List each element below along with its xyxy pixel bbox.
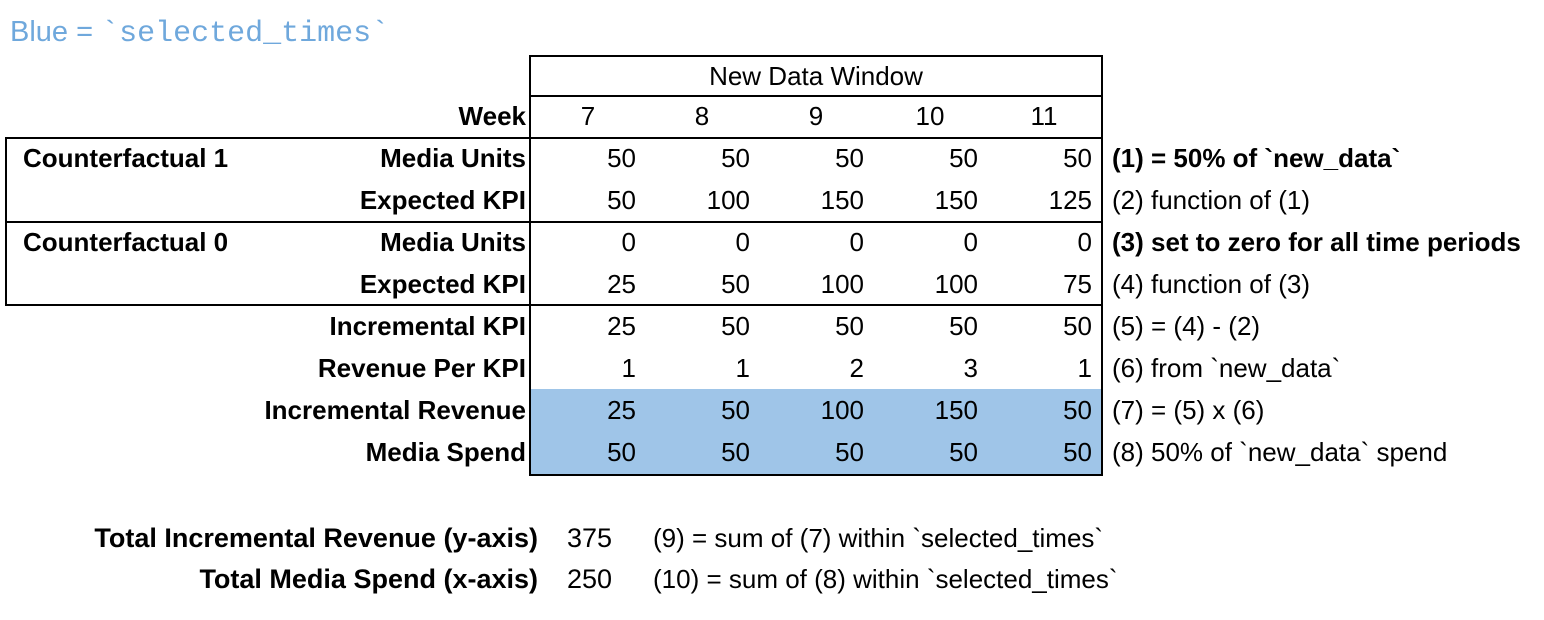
table-cell: 25	[607, 394, 636, 425]
week-cell: 10	[915, 100, 945, 131]
table-cell: 50	[1063, 310, 1092, 341]
row-note: (2) function of (1)	[1112, 184, 1310, 215]
table-cell: 100	[820, 394, 864, 425]
table-border-line	[1101, 55, 1103, 476]
table-cell: 100	[820, 268, 864, 299]
table-cell: 0	[1077, 226, 1092, 257]
table-cell: 0	[621, 226, 636, 257]
row-label: Incremental Revenue	[264, 394, 526, 425]
table-cell: 100	[934, 268, 978, 299]
table-cell: 50	[949, 142, 978, 173]
table-cell: 50	[607, 184, 636, 215]
table-cell: 50	[607, 436, 636, 467]
table-border-line	[529, 55, 531, 476]
table-cell: 25	[607, 268, 636, 299]
new-data-window-header: New Data Window	[709, 60, 923, 91]
table-cell: 50	[721, 268, 750, 299]
table-border-line	[5, 304, 1103, 306]
table-cell: 50	[949, 310, 978, 341]
table-row: 50 50 50 50 50	[531, 431, 1101, 473]
summary-label: Total Incremental Revenue (y-axis)	[94, 522, 538, 553]
table-cell: 50	[721, 310, 750, 341]
week-cell: 9	[808, 100, 824, 131]
table-cell: 50	[721, 436, 750, 467]
table-row: 50 100 150 150 125	[531, 179, 1101, 221]
summary-label: Total Media Spend (x-axis)	[199, 563, 538, 594]
table-cell: 50	[835, 142, 864, 173]
table-cell: 150	[820, 184, 864, 215]
summary-value: 250	[567, 563, 613, 594]
row-note: (7) = (5) x (6)	[1112, 394, 1265, 425]
week-row-label: Week	[458, 100, 526, 131]
summary-value: 375	[567, 522, 613, 553]
table-cell: 1	[621, 352, 636, 383]
table-row: 50 50 50 50 50	[531, 137, 1101, 179]
row-note: (1) = 50% of `new_data`	[1112, 142, 1401, 173]
table-border-line	[5, 137, 1103, 139]
table-cell: 50	[607, 142, 636, 173]
row-label: Revenue Per KPI	[317, 352, 526, 383]
summary-note: (10) = sum of (8) within `selected_times…	[653, 563, 1118, 594]
table-cell: 3	[963, 352, 978, 383]
table-cell: 50	[721, 394, 750, 425]
table-border-line	[529, 474, 1103, 476]
table-cell: 50	[835, 436, 864, 467]
row-label: Expected KPI	[359, 184, 526, 215]
row-note: (5) = (4) - (2)	[1112, 310, 1261, 341]
table-cell: 50	[1063, 394, 1092, 425]
row-label: Expected KPI	[359, 268, 526, 299]
table-cell: 100	[706, 184, 750, 215]
row-label: Incremental KPI	[329, 310, 526, 341]
table-cell: 0	[735, 226, 750, 257]
table-cell: 2	[849, 352, 864, 383]
table-cell: 0	[963, 226, 978, 257]
row-note: (3) set to zero for all time periods	[1112, 226, 1521, 257]
table-cell: 1	[735, 352, 750, 383]
legend-note-code: `selected_times`	[101, 17, 390, 51]
week-cell: 7	[580, 100, 596, 131]
selected-times-highlight	[531, 389, 1101, 474]
table-cell: 150	[934, 184, 978, 215]
table-row: 25 50 50 50 50	[531, 305, 1101, 347]
table-border-line	[5, 221, 1103, 223]
table-cell: 50	[721, 142, 750, 173]
table-cell: 50	[1063, 436, 1092, 467]
table-row: 25 50 100 100 75	[531, 263, 1101, 305]
table-border-line	[529, 95, 1103, 97]
table-border-line	[5, 137, 7, 306]
table-cell: 50	[835, 310, 864, 341]
row-note: (6) from `new_data`	[1112, 352, 1341, 383]
week-cell: 8	[694, 100, 710, 131]
table-border-line	[529, 55, 1103, 57]
table-cell: 50	[949, 436, 978, 467]
table-row: 25 50 100 150 50	[531, 389, 1101, 431]
row-label: Media Spend	[365, 436, 526, 467]
table-cell: 50	[1063, 142, 1092, 173]
week-cell: 11	[1030, 100, 1058, 131]
table-cell: 75	[1063, 268, 1092, 299]
row-label: Media Units	[380, 226, 526, 257]
table-cell: 25	[607, 310, 636, 341]
table-cell: 150	[934, 394, 978, 425]
table-cell: 125	[1048, 184, 1092, 215]
group-label-counterfactual-1: Counterfactual 1	[23, 142, 229, 173]
table-cell: 1	[1077, 352, 1092, 383]
row-note: (8) 50% of `new_data` spend	[1112, 436, 1448, 467]
row-note: (4) function of (3)	[1112, 268, 1310, 299]
table-row: 0 0 0 0 0	[531, 221, 1101, 263]
week-row-cells: 7 8 9 10 11	[531, 95, 1101, 137]
legend-note: Blue = `selected_times`	[10, 16, 389, 51]
table-cell: 0	[849, 226, 864, 257]
table-row: 1 1 2 3 1	[531, 347, 1101, 389]
summary-note: (9) = sum of (7) within `selected_times`	[653, 522, 1104, 553]
group-label-counterfactual-0: Counterfactual 0	[23, 226, 229, 257]
row-label: Media Units	[380, 142, 526, 173]
legend-note-prefix: Blue =	[10, 16, 102, 48]
